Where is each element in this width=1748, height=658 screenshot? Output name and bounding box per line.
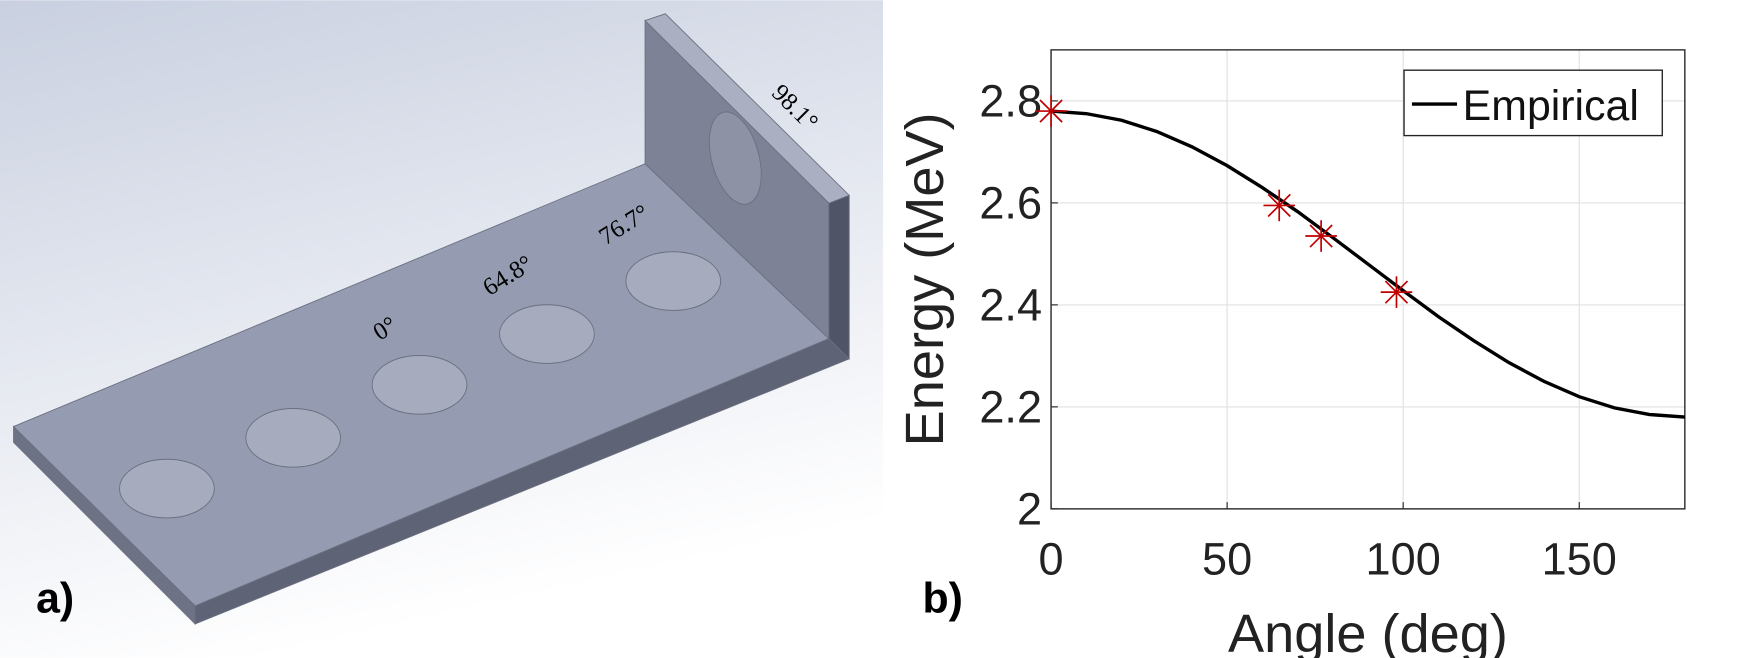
y-tick-label: 2.4 (979, 280, 1042, 331)
star-marker (1305, 220, 1337, 252)
x-tick-label: 150 (1542, 533, 1617, 584)
star-stroke (1267, 193, 1291, 218)
cad-part (12, 13, 851, 625)
y-tick-label: 2.6 (979, 178, 1042, 229)
x-tick-label: 0 (1039, 533, 1064, 584)
plot-frame (1050, 49, 1686, 510)
panel-label: b) (922, 575, 962, 623)
legend-label: Empirical (1463, 82, 1639, 130)
y-tick-label: 2.2 (979, 382, 1042, 433)
star-stroke (1039, 99, 1063, 123)
y-tick-label: 2.8 (979, 76, 1042, 127)
star-marker (1035, 95, 1067, 127)
y-tick-label: 2 (1017, 484, 1042, 535)
x-tick-label: 50 (1202, 533, 1252, 584)
x-axis-label: Angle (deg) (1228, 604, 1508, 658)
line-series (1050, 109, 1685, 419)
star-marker (1380, 276, 1413, 308)
chart: 2 2.2 2.4 2.6 2.8 0 50 100 150 Angle (deg) Energy … (895, 49, 1686, 658)
panel-label: a) (36, 575, 74, 623)
star-stroke (1309, 224, 1333, 248)
star-marker (1263, 189, 1296, 222)
star-stroke (1384, 280, 1409, 304)
y-axis-label: Energy (MeV) (895, 112, 955, 446)
x-tick-label: 100 (1366, 533, 1441, 584)
